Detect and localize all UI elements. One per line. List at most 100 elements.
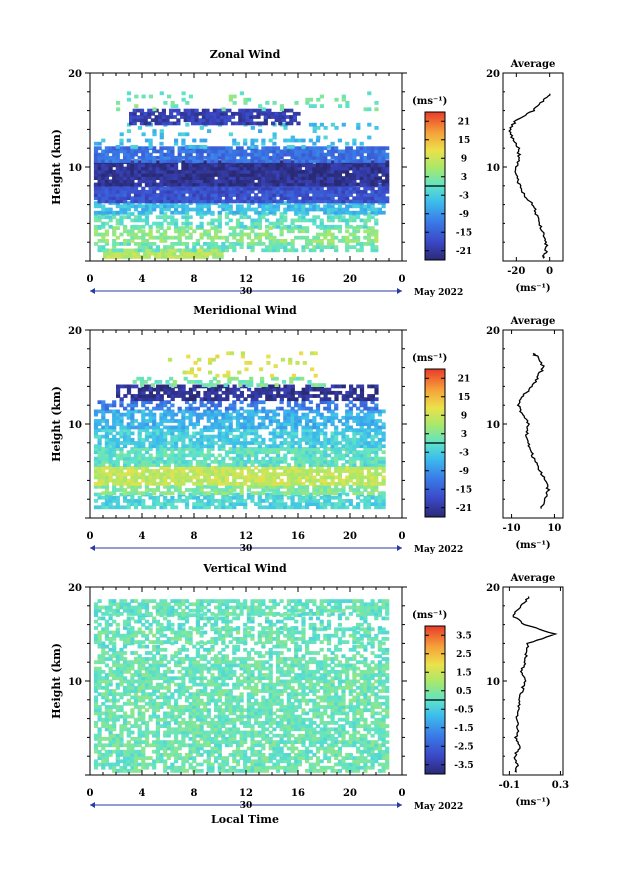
- heat-cell: [119, 492, 124, 497]
- heat-cell: [239, 431, 244, 436]
- heat-cell: [224, 481, 230, 486]
- heat-cell: [267, 115, 272, 119]
- heat-cell: [254, 152, 259, 157]
- heat-cell: [345, 397, 350, 402]
- colorbar-tick-label: 15: [458, 136, 471, 146]
- heat-cell: [381, 478, 386, 483]
- heat-cell: [363, 173, 368, 177]
- heat-cell: [290, 135, 295, 140]
- heat-cell: [363, 447, 368, 451]
- heat-cell: [192, 409, 197, 414]
- heat-cell: [232, 505, 237, 510]
- heat-cell: [144, 166, 150, 171]
- heat-cell: [137, 441, 142, 445]
- heat-cell: [144, 221, 150, 226]
- heat-cell: [183, 108, 188, 113]
- heat-cell: [199, 224, 204, 229]
- heat-cell: [170, 159, 175, 163]
- heat-cell: [203, 189, 208, 194]
- heat-cell: [152, 434, 157, 439]
- heat-cell: [239, 179, 244, 184]
- heat-cell: [301, 218, 306, 223]
- heat-cell: [104, 232, 109, 237]
- heat-cell: [181, 91, 186, 96]
- heat-cell: [272, 245, 277, 249]
- heat-cell: [290, 182, 295, 187]
- heat-cell: [301, 182, 306, 187]
- heat-cell: [192, 242, 197, 246]
- heat-cell: [297, 179, 302, 184]
- heat-cell: [174, 229, 179, 234]
- heat-cell: [326, 441, 332, 445]
- heat-cell: [359, 173, 364, 177]
- heat-cell: [272, 101, 277, 105]
- heat-cell: [144, 505, 150, 510]
- heat-cell: [159, 176, 164, 180]
- heat-cell: [345, 447, 350, 451]
- heat-cell: [254, 412, 259, 417]
- heat-cell: [203, 394, 208, 398]
- heat-cell: [254, 441, 259, 445]
- colorbar-tick-label: -3: [459, 191, 469, 201]
- heat-cell: [112, 169, 117, 174]
- heat-cell: [352, 475, 357, 480]
- heat-cell: [126, 428, 131, 433]
- heat-cell: [137, 394, 142, 398]
- heat-cell: [181, 431, 186, 436]
- heat-cell: [261, 441, 266, 445]
- heat-cell: [199, 186, 204, 191]
- heat-cell: [330, 437, 335, 442]
- heat-cell: [326, 182, 332, 187]
- heat-cell: [348, 186, 353, 191]
- heat-cell: [214, 434, 219, 439]
- heat-cell: [254, 186, 259, 191]
- heat-cell: [352, 437, 357, 442]
- heat-cell: [217, 176, 222, 180]
- heat-cell: [377, 495, 382, 500]
- heat-cell: [166, 412, 171, 417]
- heat-cell: [130, 166, 135, 171]
- heat-cell: [283, 481, 288, 486]
- heat-cell: [106, 255, 111, 259]
- heat-cell: [137, 189, 142, 194]
- heat-cell: [155, 186, 160, 191]
- heat-cell: [159, 193, 164, 197]
- heat-cell: [268, 186, 273, 191]
- heat-cell: [352, 441, 357, 445]
- heat-cell: [117, 255, 122, 259]
- heat-cell: [232, 434, 237, 439]
- heat-cell: [119, 431, 124, 436]
- heat-cell: [195, 196, 200, 201]
- heat-cell: [348, 441, 353, 445]
- heat-cell: [377, 189, 382, 194]
- heat-cell: [141, 491, 146, 496]
- heat-cell: [315, 224, 321, 229]
- heat-cell: [370, 242, 375, 246]
- heat-cell: [301, 425, 306, 430]
- heat-cell: [276, 394, 281, 398]
- heat-cell: [283, 469, 288, 473]
- heat-cell: [123, 204, 128, 209]
- heat-cell: [214, 242, 219, 246]
- heat-cell: [254, 163, 259, 168]
- heat-cell: [345, 149, 350, 154]
- heat-cell: [319, 189, 324, 194]
- heat-cell: [319, 484, 324, 489]
- heat-cell: [326, 406, 332, 411]
- heat-cell: [137, 422, 142, 427]
- heat-cell: [305, 239, 310, 243]
- heat-cell: [326, 169, 332, 174]
- heat-cell: [359, 425, 364, 430]
- heat-cell: [367, 107, 372, 112]
- heat-cell: [283, 182, 288, 187]
- heat-cell: [132, 108, 137, 113]
- heat-cell: [377, 441, 382, 445]
- heat-cell: [279, 221, 284, 226]
- heat-cell: [123, 146, 128, 151]
- heat-cell: [363, 434, 368, 439]
- heat-cell: [133, 182, 139, 187]
- heat-cell: [158, 118, 163, 123]
- heat-cell: [163, 450, 168, 455]
- heat-cell: [184, 409, 190, 414]
- heat-cell: [247, 394, 252, 398]
